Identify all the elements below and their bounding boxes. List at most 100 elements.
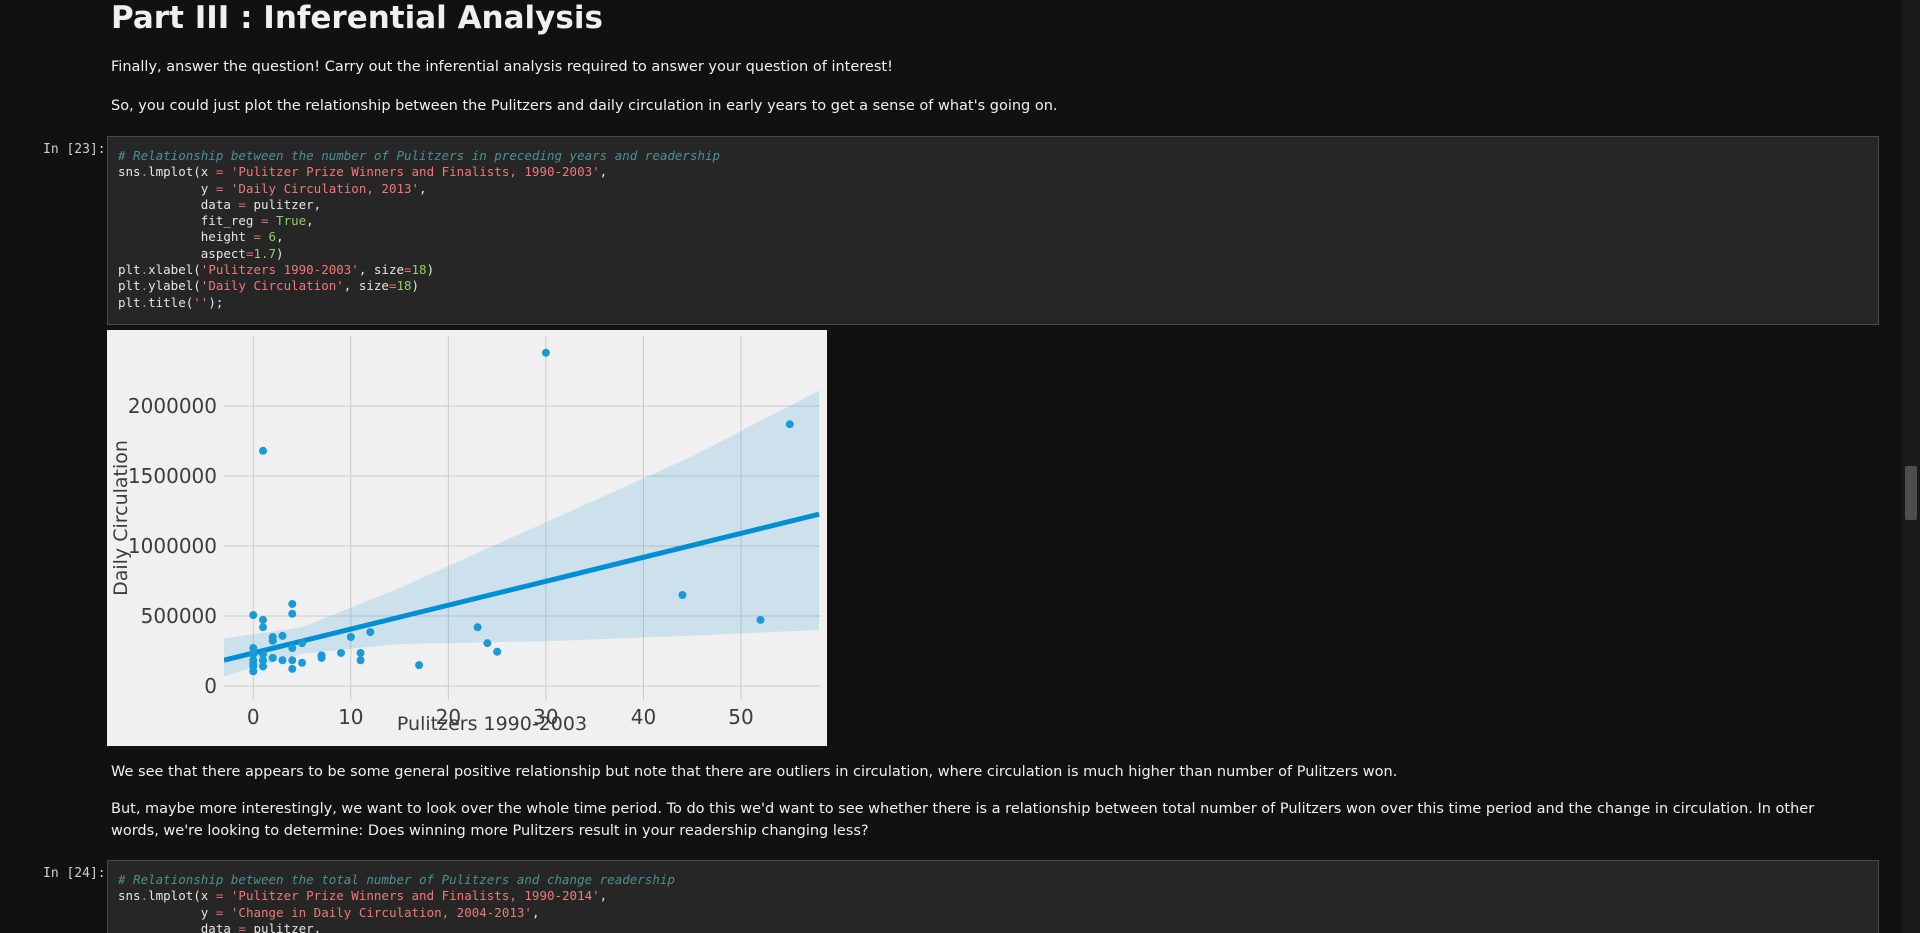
code-token: ); bbox=[208, 294, 224, 310]
code-token: 'Daily Circulation' bbox=[200, 278, 344, 294]
scatter-point bbox=[259, 662, 268, 671]
scatter-point bbox=[415, 661, 424, 670]
code-token: 'Daily Circulation, 2013' bbox=[223, 180, 420, 196]
scatter-point bbox=[288, 609, 297, 618]
cell-prompt: In [24]: bbox=[43, 866, 106, 881]
code-token: = bbox=[238, 920, 246, 933]
code-token: = bbox=[261, 213, 269, 229]
code-token: , bbox=[599, 164, 608, 180]
code-token: pulitzer, bbox=[245, 920, 322, 933]
x-axis-label: Pulitzers 1990-2003 bbox=[397, 713, 587, 735]
scatter-point bbox=[288, 664, 297, 673]
paragraph: But, maybe more interestingly, we want t… bbox=[111, 801, 1815, 839]
code-token: 'Pulitzer Prize Winners and Finalists, 1… bbox=[223, 888, 600, 904]
code-token: . bbox=[140, 294, 149, 310]
code-cell[interactable]: # Relationship between the total number … bbox=[107, 860, 1879, 933]
paragraph: Finally, answer the question! Carry out … bbox=[111, 59, 893, 75]
code-line: height = 6, bbox=[118, 229, 1868, 245]
scatter-point bbox=[249, 650, 258, 659]
code-token: title( bbox=[148, 294, 194, 310]
code-token: ) bbox=[411, 278, 420, 294]
code-token: ) bbox=[426, 262, 435, 278]
code-token: 'Change in Daily Circulation, 2004-2013' bbox=[223, 904, 532, 920]
code-line: fit_reg = True, bbox=[118, 213, 1868, 229]
scatter-point bbox=[756, 615, 765, 624]
code-token: . bbox=[140, 888, 149, 904]
code-token: 'Pulitzers 1990-2003' bbox=[200, 262, 359, 278]
scatter-point bbox=[473, 623, 482, 632]
x-tick-label: 20 bbox=[436, 705, 461, 729]
paragraph: We see that there appears to be some gen… bbox=[111, 764, 1398, 780]
scatter-point bbox=[483, 639, 492, 648]
scatter-point bbox=[678, 591, 687, 599]
scatter-point bbox=[249, 611, 258, 620]
scatter-point bbox=[298, 639, 307, 648]
code-line: data = pulitzer, bbox=[118, 921, 1868, 933]
scatter-point bbox=[259, 623, 268, 632]
scatter-point bbox=[268, 636, 277, 645]
code-token: data bbox=[118, 920, 239, 933]
cell-prompt: In [23]: bbox=[43, 142, 106, 157]
y-tick-label: 500000 bbox=[141, 604, 217, 628]
code-token: , bbox=[531, 904, 540, 920]
code-token: fit_reg bbox=[118, 213, 261, 229]
scatter-point bbox=[259, 656, 268, 665]
code-token: y bbox=[118, 904, 216, 920]
code-token: 1.7 bbox=[253, 245, 277, 261]
code-token: = bbox=[238, 196, 246, 212]
scatter-point bbox=[278, 631, 287, 640]
x-tick-label: 0 bbox=[247, 705, 260, 729]
scatter-point bbox=[249, 667, 258, 676]
chart: Pulitzers 1990-2003 Daily Circulation 0 1… bbox=[107, 330, 827, 746]
code-token: , bbox=[599, 888, 608, 904]
code-token: = bbox=[388, 278, 397, 294]
code-line: aspect=1.7) bbox=[118, 246, 1868, 262]
code-line: plt.xlabel('Pulitzers 1990-2003', size=1… bbox=[118, 262, 1868, 278]
code-token: height bbox=[118, 229, 254, 245]
code-line: y = 'Daily Circulation, 2013', bbox=[118, 181, 1868, 197]
y-tick-label: 1500000 bbox=[128, 464, 217, 488]
scatter-point bbox=[346, 633, 355, 641]
code-token: ylabel( bbox=[148, 278, 201, 294]
code-token: = bbox=[215, 888, 224, 904]
x-tick-label: 50 bbox=[728, 705, 753, 729]
confidence-band bbox=[224, 390, 820, 677]
code-token: 18 bbox=[411, 262, 427, 278]
scatter-point bbox=[785, 420, 794, 429]
code-line: plt.title(''); bbox=[118, 295, 1868, 311]
code-token: = bbox=[245, 245, 254, 261]
code-token: data bbox=[118, 196, 239, 212]
code-token: = bbox=[215, 904, 224, 920]
code-token: y bbox=[118, 180, 216, 196]
code-line: data = pulitzer, bbox=[118, 197, 1868, 213]
code-token: = bbox=[404, 262, 412, 278]
y-axis-label: Daily Circulation bbox=[110, 440, 132, 596]
code-line: # Relationship between the number of Pul… bbox=[118, 148, 1868, 164]
code-token: = bbox=[215, 164, 224, 180]
code-token: pulitzer, bbox=[245, 196, 322, 212]
code-token: plt bbox=[118, 262, 141, 278]
code-token: , size bbox=[358, 262, 404, 278]
scatter-point bbox=[249, 660, 258, 669]
scatter-point bbox=[356, 648, 365, 657]
code-token: # Relationship between the total number … bbox=[118, 872, 675, 887]
scatter-point bbox=[317, 653, 326, 662]
scatter-point bbox=[288, 644, 297, 653]
scatter-point bbox=[278, 656, 287, 665]
scatter-point bbox=[356, 656, 365, 665]
code-line: # Relationship between the total number … bbox=[118, 872, 1868, 888]
code-token: xlabel( bbox=[148, 262, 201, 278]
y-tick-label: 1000000 bbox=[128, 534, 217, 558]
code-cell[interactable]: # Relationship between the number of Pul… bbox=[107, 136, 1879, 325]
code-token: = bbox=[253, 229, 261, 245]
scrollbar-thumb[interactable] bbox=[1905, 466, 1917, 520]
code-token: 18 bbox=[396, 278, 412, 294]
regression-line bbox=[224, 511, 820, 663]
code-token: sns bbox=[118, 164, 141, 180]
code: # Relationship between the number of Pul… bbox=[118, 148, 1868, 311]
code: # Relationship between the total number … bbox=[118, 872, 1868, 933]
code-token: ) bbox=[276, 245, 284, 261]
scatter-point bbox=[288, 599, 297, 608]
x-tick-label: 30 bbox=[533, 705, 558, 729]
